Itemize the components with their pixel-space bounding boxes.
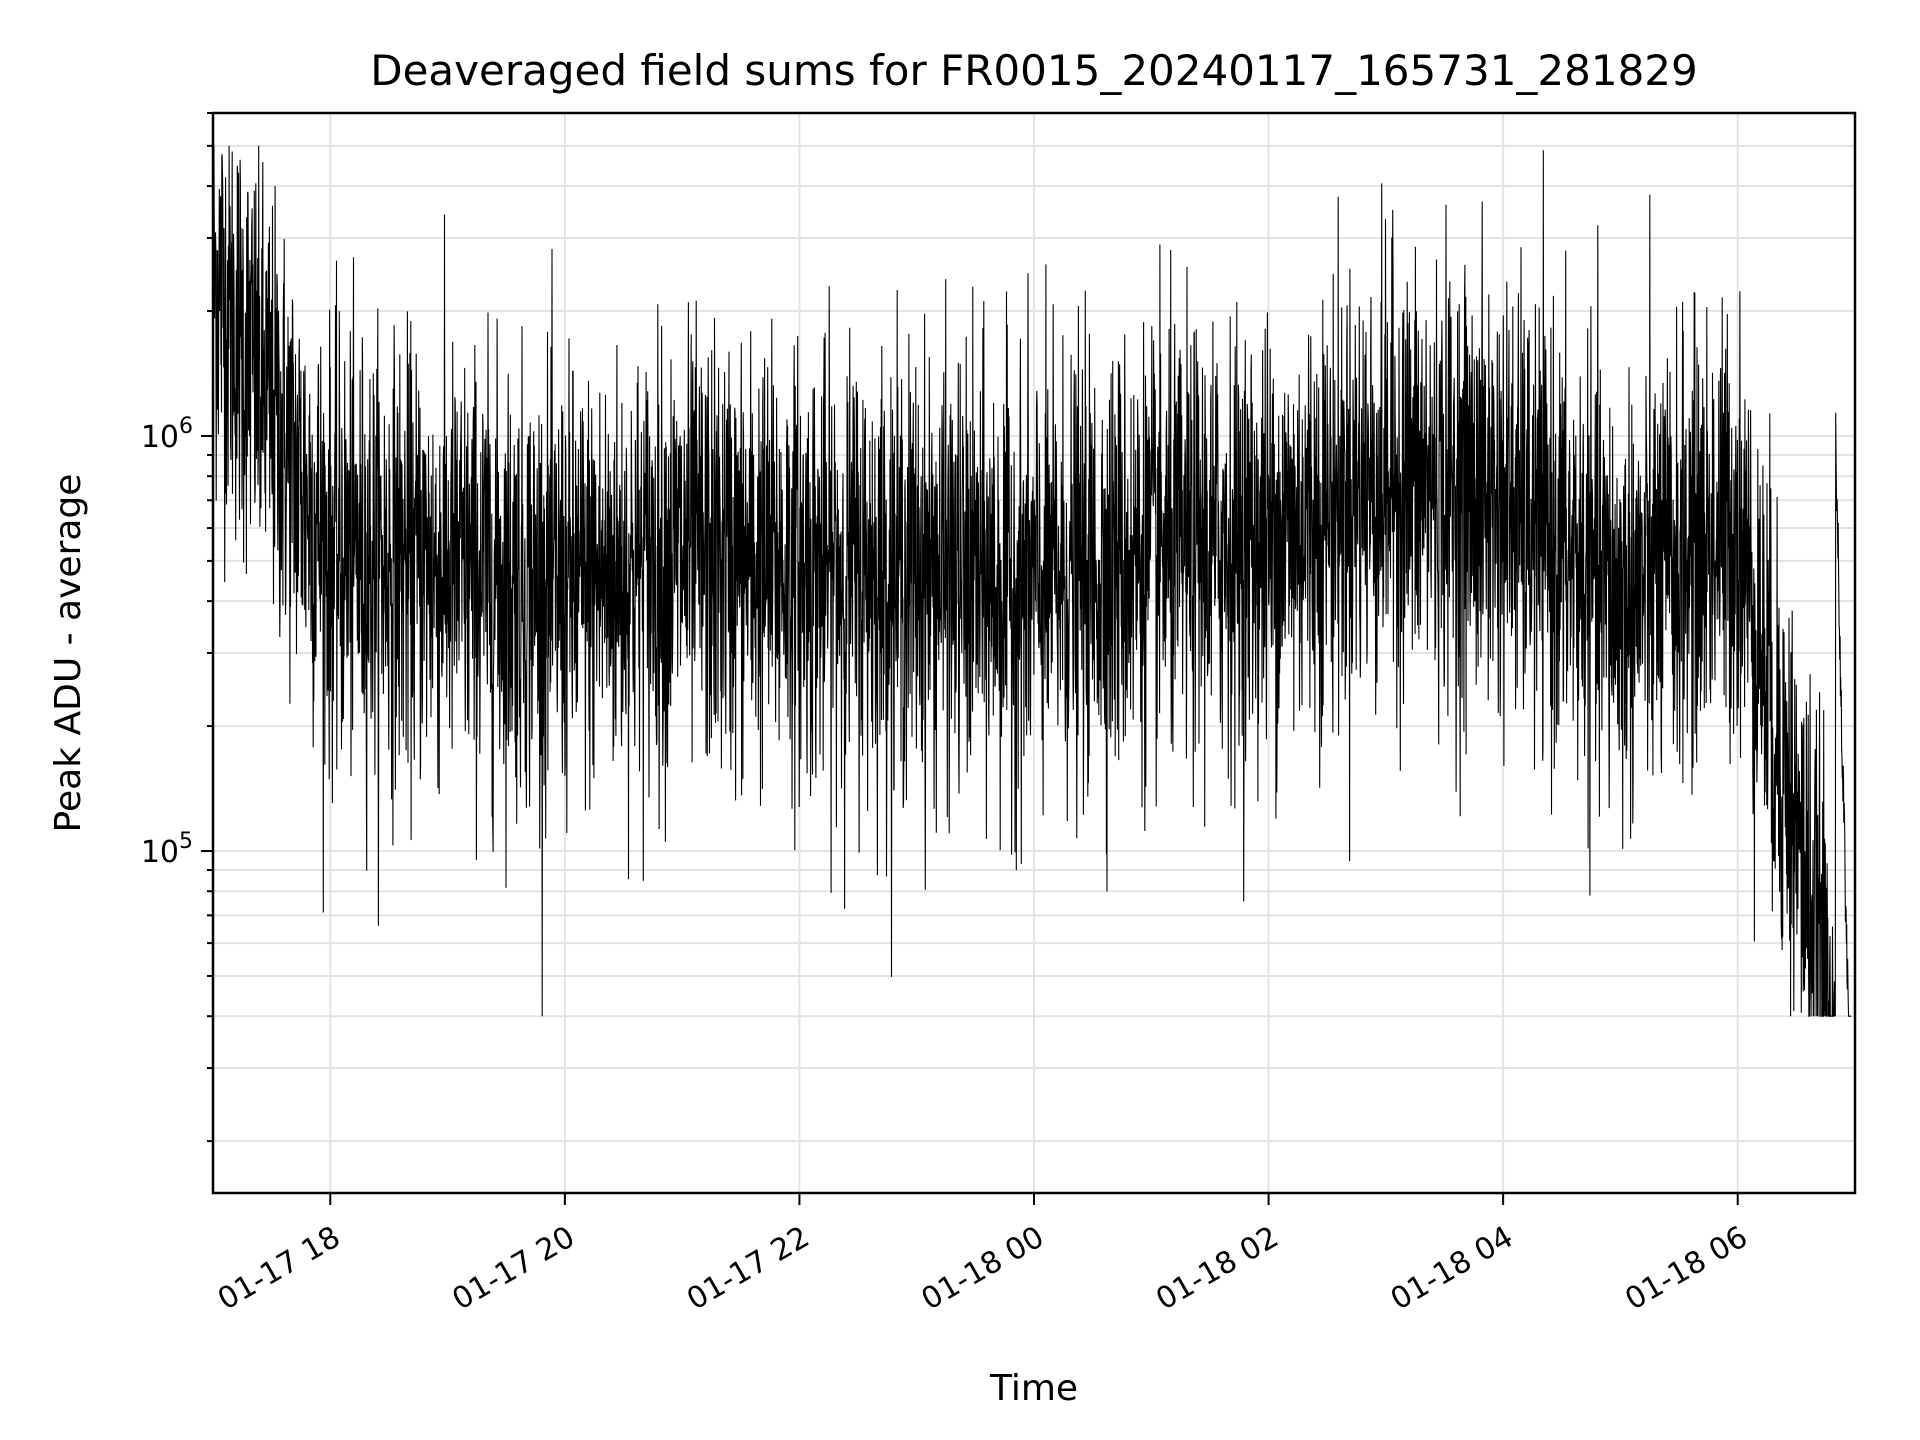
x-tick-label: 01-17 20: [447, 1220, 581, 1318]
y-tick-label: 105: [141, 829, 193, 870]
y-axis-title: Peak ADU - average: [48, 474, 89, 833]
y-tick-label: 106: [141, 414, 193, 455]
x-tick-label: 01-17 18: [212, 1220, 346, 1318]
data-area: [212, 145, 1852, 1017]
x-tick-label: 01-18 06: [1619, 1220, 1753, 1318]
series-line: [212, 145, 1852, 1017]
x-tick-label: 01-17 22: [681, 1220, 815, 1318]
x-tick-label: 01-18 02: [1150, 1220, 1284, 1318]
chart-title: Deaveraged field sums for FR0015_2024011…: [370, 46, 1698, 95]
x-axis-title: Time: [989, 1368, 1078, 1409]
x-tick-label: 01-18 00: [916, 1220, 1050, 1318]
x-tick-label: 01-18 04: [1385, 1220, 1519, 1318]
